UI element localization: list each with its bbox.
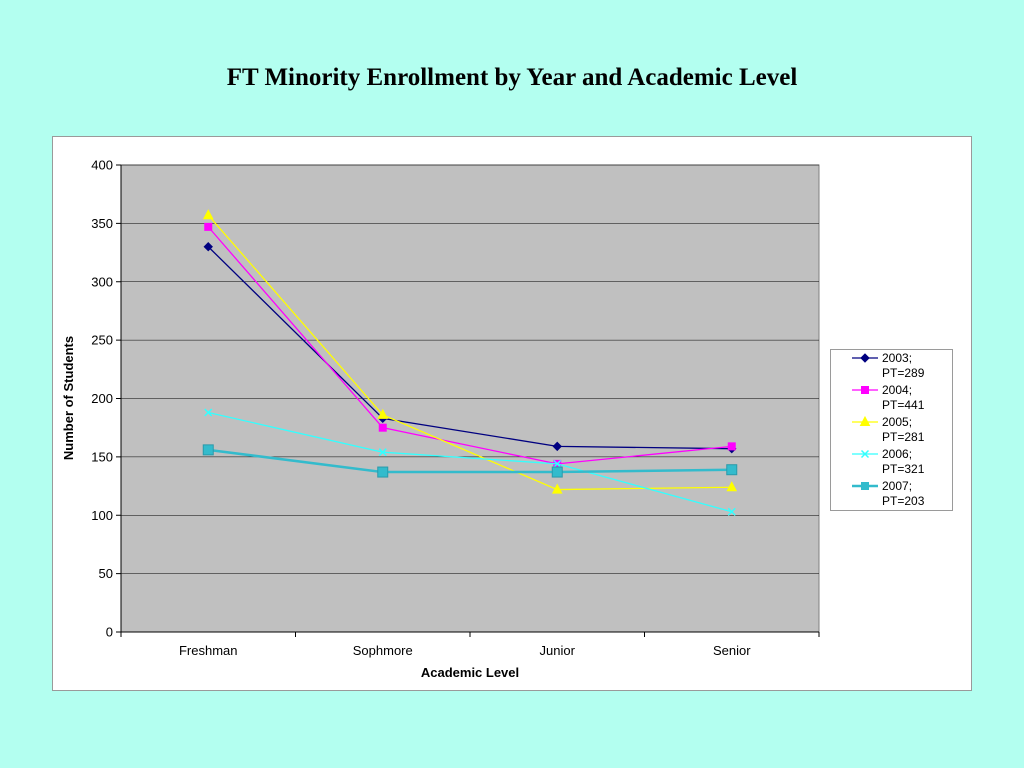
legend-label: PT=441 — [882, 398, 925, 412]
data-point — [202, 444, 214, 456]
data-point — [378, 423, 387, 432]
legend-marker — [860, 353, 870, 363]
y-tick-label: 350 — [91, 216, 113, 231]
legend-marker — [861, 386, 869, 394]
series-group — [202, 209, 738, 516]
series-line — [208, 411, 732, 513]
y-tick-label: 250 — [91, 333, 113, 348]
data-point — [202, 209, 214, 220]
legend-marker — [859, 415, 871, 426]
legend-label: PT=203 — [882, 494, 925, 508]
y-tick-label: 400 — [91, 158, 113, 173]
legend-label: 2003; — [882, 351, 912, 365]
data-point — [378, 448, 387, 457]
y-tick-label: 150 — [91, 449, 113, 464]
series-line — [207, 246, 732, 450]
series-line — [208, 448, 732, 474]
series-line — [207, 226, 732, 465]
series-5 — [202, 444, 738, 478]
data-point — [551, 466, 563, 478]
y-tick-label: 50 — [99, 566, 113, 581]
legend-entry: 2007;PT=203 — [852, 479, 925, 508]
legend-label: PT=289 — [882, 366, 925, 380]
axes: 0 50 100 150 200 250 300 350 400 Freshman Sophmore… — [91, 158, 820, 658]
data-point — [204, 408, 213, 417]
data-point — [553, 459, 562, 468]
y-axis-title: Number of Students — [61, 336, 76, 460]
x-tick-label: Sophmore — [353, 643, 413, 658]
series-4 — [204, 408, 736, 516]
x-tick-label: Junior — [540, 643, 576, 658]
chart-frame: 0 50 100 150 200 250 300 350 400 Freshman Sophmore… — [52, 136, 972, 691]
data-point — [377, 466, 389, 478]
data-point — [551, 483, 563, 494]
legend-label: PT=281 — [882, 430, 925, 444]
data-point — [726, 481, 738, 492]
legend-entry: 2003;PT=289 — [852, 351, 925, 380]
slide-title: FT Minority Enrollment by Year and Acade… — [226, 64, 798, 91]
data-point — [203, 242, 213, 252]
x-tick-label: Freshman — [179, 643, 238, 658]
y-tick-label: 0 — [106, 625, 113, 640]
legend-label: 2004; — [882, 383, 912, 397]
data-point — [727, 442, 736, 451]
legend-label: 2006; — [882, 447, 912, 461]
legend-entry: 2005;PT=281 — [852, 415, 925, 444]
x-axis-title: Academic Level — [421, 665, 519, 680]
y-tick-label: 200 — [91, 391, 113, 406]
x-tick-label: Senior — [713, 643, 751, 658]
legend-marker — [860, 449, 870, 459]
series-1 — [203, 242, 737, 454]
legend-marker — [861, 482, 869, 490]
y-tick-label: 100 — [91, 508, 113, 523]
legend-entry: 2006;PT=321 — [852, 447, 925, 476]
chart-legend: 2003; PT=289 2004; PT=441 2005; PT=281 2006; PT… — [830, 349, 953, 511]
data-point — [552, 441, 562, 452]
legend-label: 2005; — [882, 415, 912, 429]
data-point — [204, 222, 213, 231]
data-point — [726, 464, 738, 476]
legend-label: 2007; — [882, 479, 912, 493]
legend-label: PT=321 — [882, 462, 925, 476]
data-point — [377, 408, 389, 419]
gridlines — [121, 164, 819, 574]
legend-entries: 2003;PT=2892004;PT=4412005;PT=2812006;PT… — [852, 351, 925, 508]
data-point — [727, 507, 736, 516]
y-tick-label: 300 — [91, 274, 113, 289]
legend-entry: 2004;PT=441 — [852, 383, 925, 412]
line-chart: 0 50 100 150 200 250 300 350 400 Freshman Sophmore… — [61, 158, 820, 680]
